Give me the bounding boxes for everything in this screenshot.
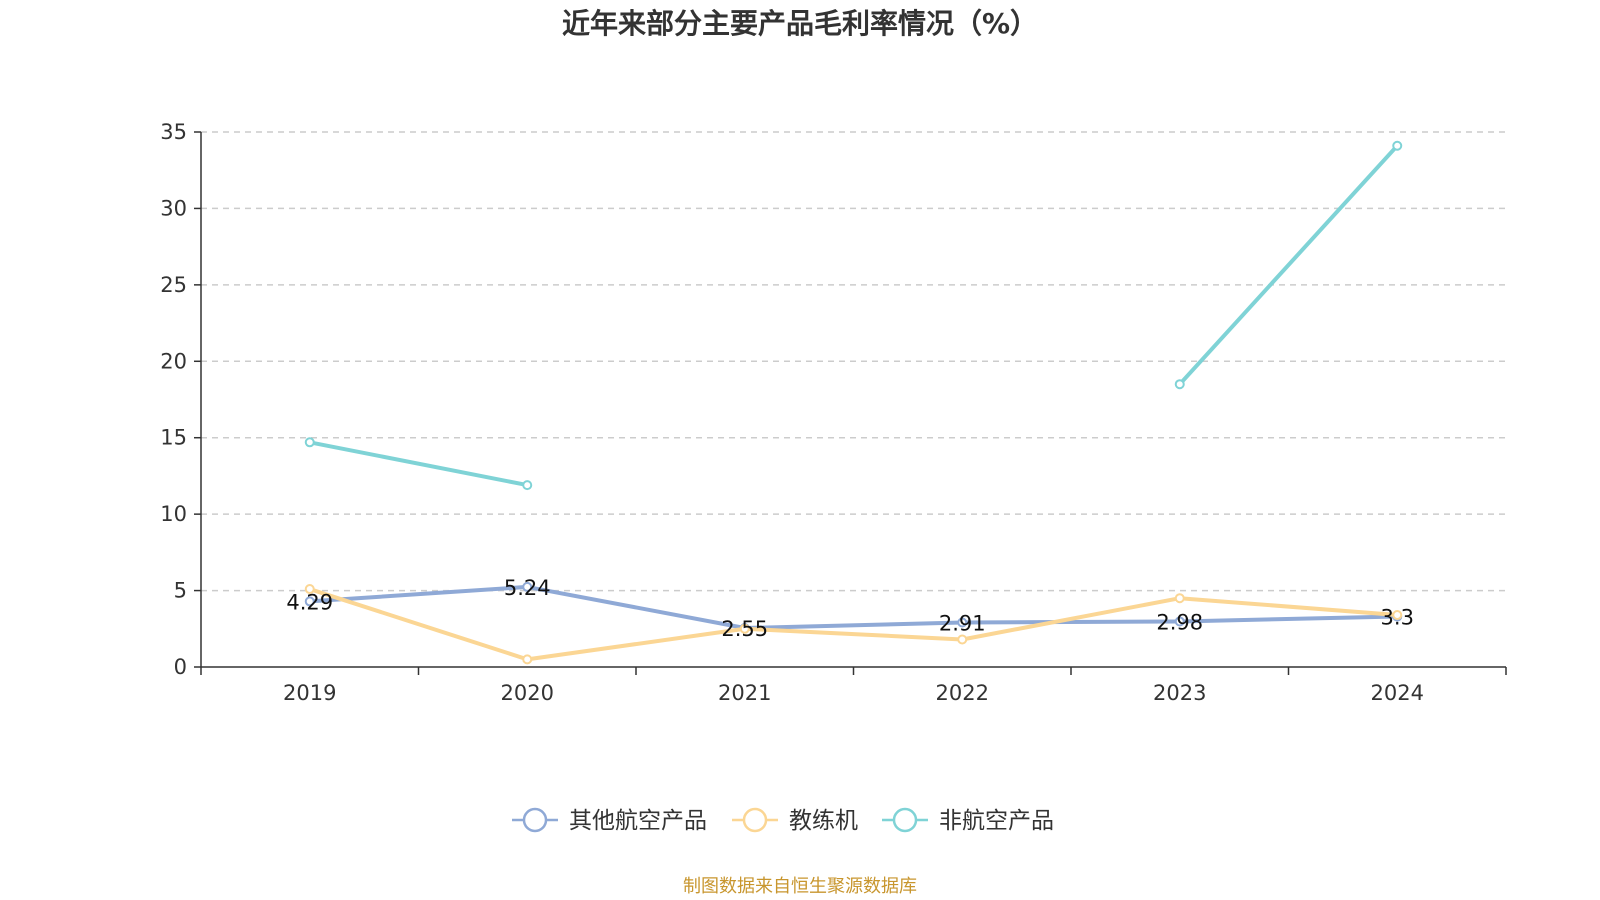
y-tick-label: 20 bbox=[160, 349, 187, 373]
data-label: 2.98 bbox=[1156, 610, 1203, 634]
legend-circle-icon bbox=[892, 807, 918, 833]
data-label: 3.3 bbox=[1381, 606, 1414, 630]
data-point bbox=[1174, 593, 1185, 604]
y-tick-label: 30 bbox=[160, 196, 187, 220]
chart-title: 近年来部分主要产品毛利率情况（%） bbox=[561, 7, 1039, 40]
source-note: 制图数据来自恒生聚源数据库 bbox=[683, 876, 917, 897]
legend-label: 其他航空产品 bbox=[569, 808, 707, 834]
legend-item-0[interactable]: 其他航空产品 bbox=[512, 807, 707, 834]
legend-label: 非航空产品 bbox=[939, 808, 1054, 834]
x-tick-label: 2019 bbox=[283, 681, 336, 705]
data-point bbox=[1174, 379, 1185, 390]
data-point bbox=[1392, 140, 1403, 151]
x-tick-label: 2020 bbox=[501, 681, 554, 705]
legend-item-2[interactable]: 非航空产品 bbox=[882, 807, 1054, 834]
y-tick-label: 35 bbox=[160, 120, 187, 144]
data-point bbox=[522, 654, 533, 665]
legend[interactable]: 其他航空产品 教练机 非航空产品 bbox=[512, 807, 1054, 834]
data-labels: 4.29 5.24 2.55 2.91 2.98 3.3 bbox=[286, 576, 1414, 641]
data-point bbox=[1392, 610, 1403, 621]
axes: 0 5 10 15 20 25 30 35 2019 2020 2021 2022 2023 2024 bbox=[160, 120, 1507, 705]
x-tick-label: 2022 bbox=[936, 681, 989, 705]
series-line-0 bbox=[307, 584, 1400, 631]
series-line-2 bbox=[307, 440, 530, 488]
data-label: 4.29 bbox=[286, 590, 333, 614]
data-point bbox=[957, 634, 968, 645]
x-tick-label: 2023 bbox=[1153, 681, 1206, 705]
data-label: 2.55 bbox=[721, 617, 768, 641]
y-tick-label: 15 bbox=[160, 426, 187, 450]
legend-circle-icon bbox=[742, 807, 768, 833]
series-layer bbox=[304, 140, 1403, 665]
y-tick-label: 5 bbox=[174, 579, 187, 603]
y-tick-label: 10 bbox=[160, 502, 187, 526]
data-point bbox=[304, 437, 315, 448]
series-line-2 bbox=[1177, 143, 1400, 387]
data-point bbox=[739, 623, 750, 634]
data-point bbox=[304, 596, 315, 607]
data-label: 2.91 bbox=[939, 612, 986, 636]
x-tick-label: 2021 bbox=[718, 681, 771, 705]
data-point bbox=[522, 480, 533, 491]
grid-lines bbox=[201, 131, 1506, 592]
data-point bbox=[304, 584, 315, 595]
legend-item-1[interactable]: 教练机 bbox=[732, 807, 858, 834]
legend-label: 教练机 bbox=[789, 808, 858, 834]
data-label: 5.24 bbox=[504, 576, 551, 600]
series-line-1 bbox=[307, 587, 1400, 662]
y-tick-label: 0 bbox=[174, 655, 187, 679]
data-point bbox=[522, 581, 533, 592]
data-point bbox=[957, 617, 968, 628]
legend-circle-icon bbox=[522, 807, 548, 833]
y-tick-label: 25 bbox=[160, 273, 187, 297]
data-point bbox=[1174, 616, 1185, 627]
x-tick-label: 2024 bbox=[1371, 681, 1424, 705]
